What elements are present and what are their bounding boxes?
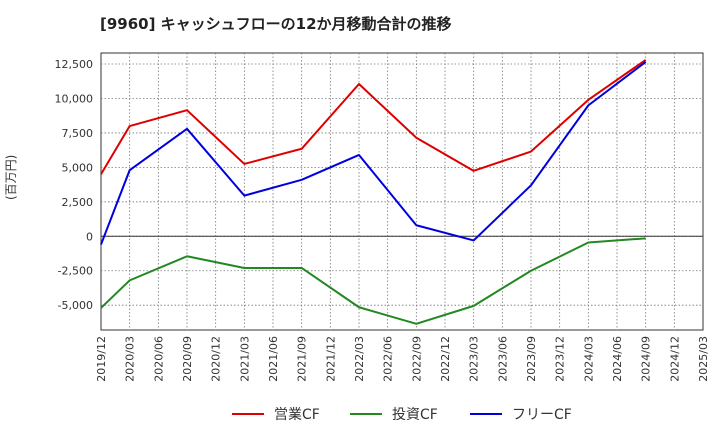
x-tick-label: 2024/09 — [640, 336, 653, 382]
x-tick-label: 2022/06 — [382, 336, 395, 382]
x-tick-label: 2024/06 — [611, 336, 624, 382]
plot-frame — [100, 52, 704, 331]
x-tick-label: 2021/03 — [238, 336, 251, 382]
x-tick-label: 2023/09 — [525, 336, 538, 382]
y-tick-label: 0 — [86, 230, 93, 243]
legend-label[interactable]: 営業CF — [274, 407, 320, 423]
x-tick-label: 2020/12 — [210, 336, 223, 382]
chart-title: [9960] キャッシュフローの12か月移動合計の推移 — [100, 15, 452, 33]
y-tick-label: 2,500 — [62, 196, 94, 209]
series-line-2 — [100, 61, 647, 245]
y-tick-label: 7,500 — [62, 127, 94, 140]
x-tick-label: 2021/12 — [324, 336, 337, 382]
x-tick-label: 2024/12 — [668, 336, 681, 382]
series-line-0 — [100, 59, 647, 175]
series-line-1 — [100, 237, 646, 325]
x-tick-label: 2020/03 — [124, 336, 137, 382]
x-tick-label: 2021/09 — [296, 336, 309, 382]
y-tick-label: -5,000 — [58, 299, 93, 312]
x-tick-label: 2020/09 — [181, 336, 194, 382]
x-tick-label: 2022/03 — [353, 336, 366, 382]
x-tick-label: 2022/12 — [439, 336, 452, 382]
x-tick-label: 2020/06 — [152, 336, 165, 382]
y-tick-label: 12,500 — [55, 58, 94, 71]
x-tick-label: 2021/06 — [267, 336, 280, 382]
x-tick-label: 2022/09 — [410, 336, 423, 382]
x-tick-label: 2023/06 — [496, 336, 509, 382]
y-tick-label: 10,000 — [55, 92, 94, 105]
x-tick-label: 2024/03 — [582, 336, 595, 382]
x-tick-label: 2025/03 — [697, 336, 710, 382]
x-tick-label: 2019/12 — [95, 336, 108, 382]
x-tick-label: 2023/03 — [468, 336, 481, 382]
y-tick-label: -2,500 — [58, 265, 93, 278]
x-tick-label: 2023/12 — [554, 336, 567, 382]
legend-label[interactable]: フリーCF — [512, 407, 572, 423]
legend-label[interactable]: 投資CF — [392, 407, 438, 423]
y-tick-label: 5,000 — [62, 161, 94, 174]
